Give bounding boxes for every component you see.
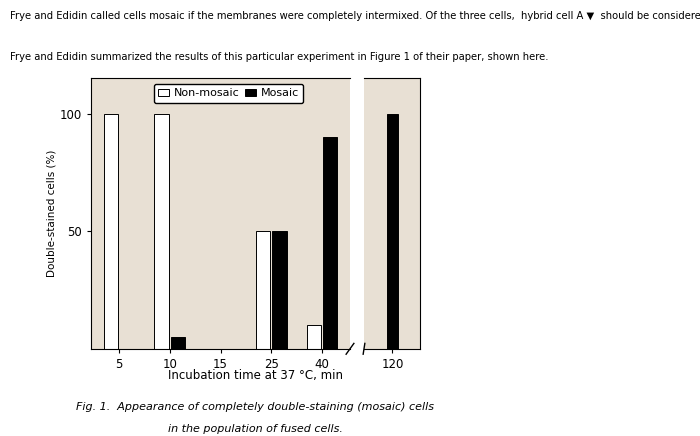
Bar: [104, 114, 118, 349]
Text: Frye and Edidin called cells mosaic if the membranes were completely intermixed.: Frye and Edidin called cells mosaic if t…: [10, 11, 700, 21]
Bar: [387, 114, 398, 349]
Text: Frye and Edidin summarized the results of this particular experiment in Figure 1: Frye and Edidin summarized the results o…: [10, 52, 549, 62]
Bar: [272, 231, 286, 349]
Text: Fig. 1.  Appearance of completely double-staining (mosaic) cells: Fig. 1. Appearance of completely double-…: [76, 402, 435, 412]
Legend: Non-mosaic, Mosaic: Non-mosaic, Mosaic: [153, 84, 303, 103]
Y-axis label: Double-stained cells (%): Double-stained cells (%): [47, 150, 57, 277]
Bar: [256, 231, 270, 349]
Bar: [323, 137, 337, 349]
Text: in the population of fused cells.: in the population of fused cells.: [168, 424, 343, 434]
Text: Incubation time at 37 °C, min: Incubation time at 37 °C, min: [168, 369, 343, 382]
Bar: [307, 325, 321, 349]
Bar: [155, 114, 169, 349]
Bar: [171, 337, 185, 349]
